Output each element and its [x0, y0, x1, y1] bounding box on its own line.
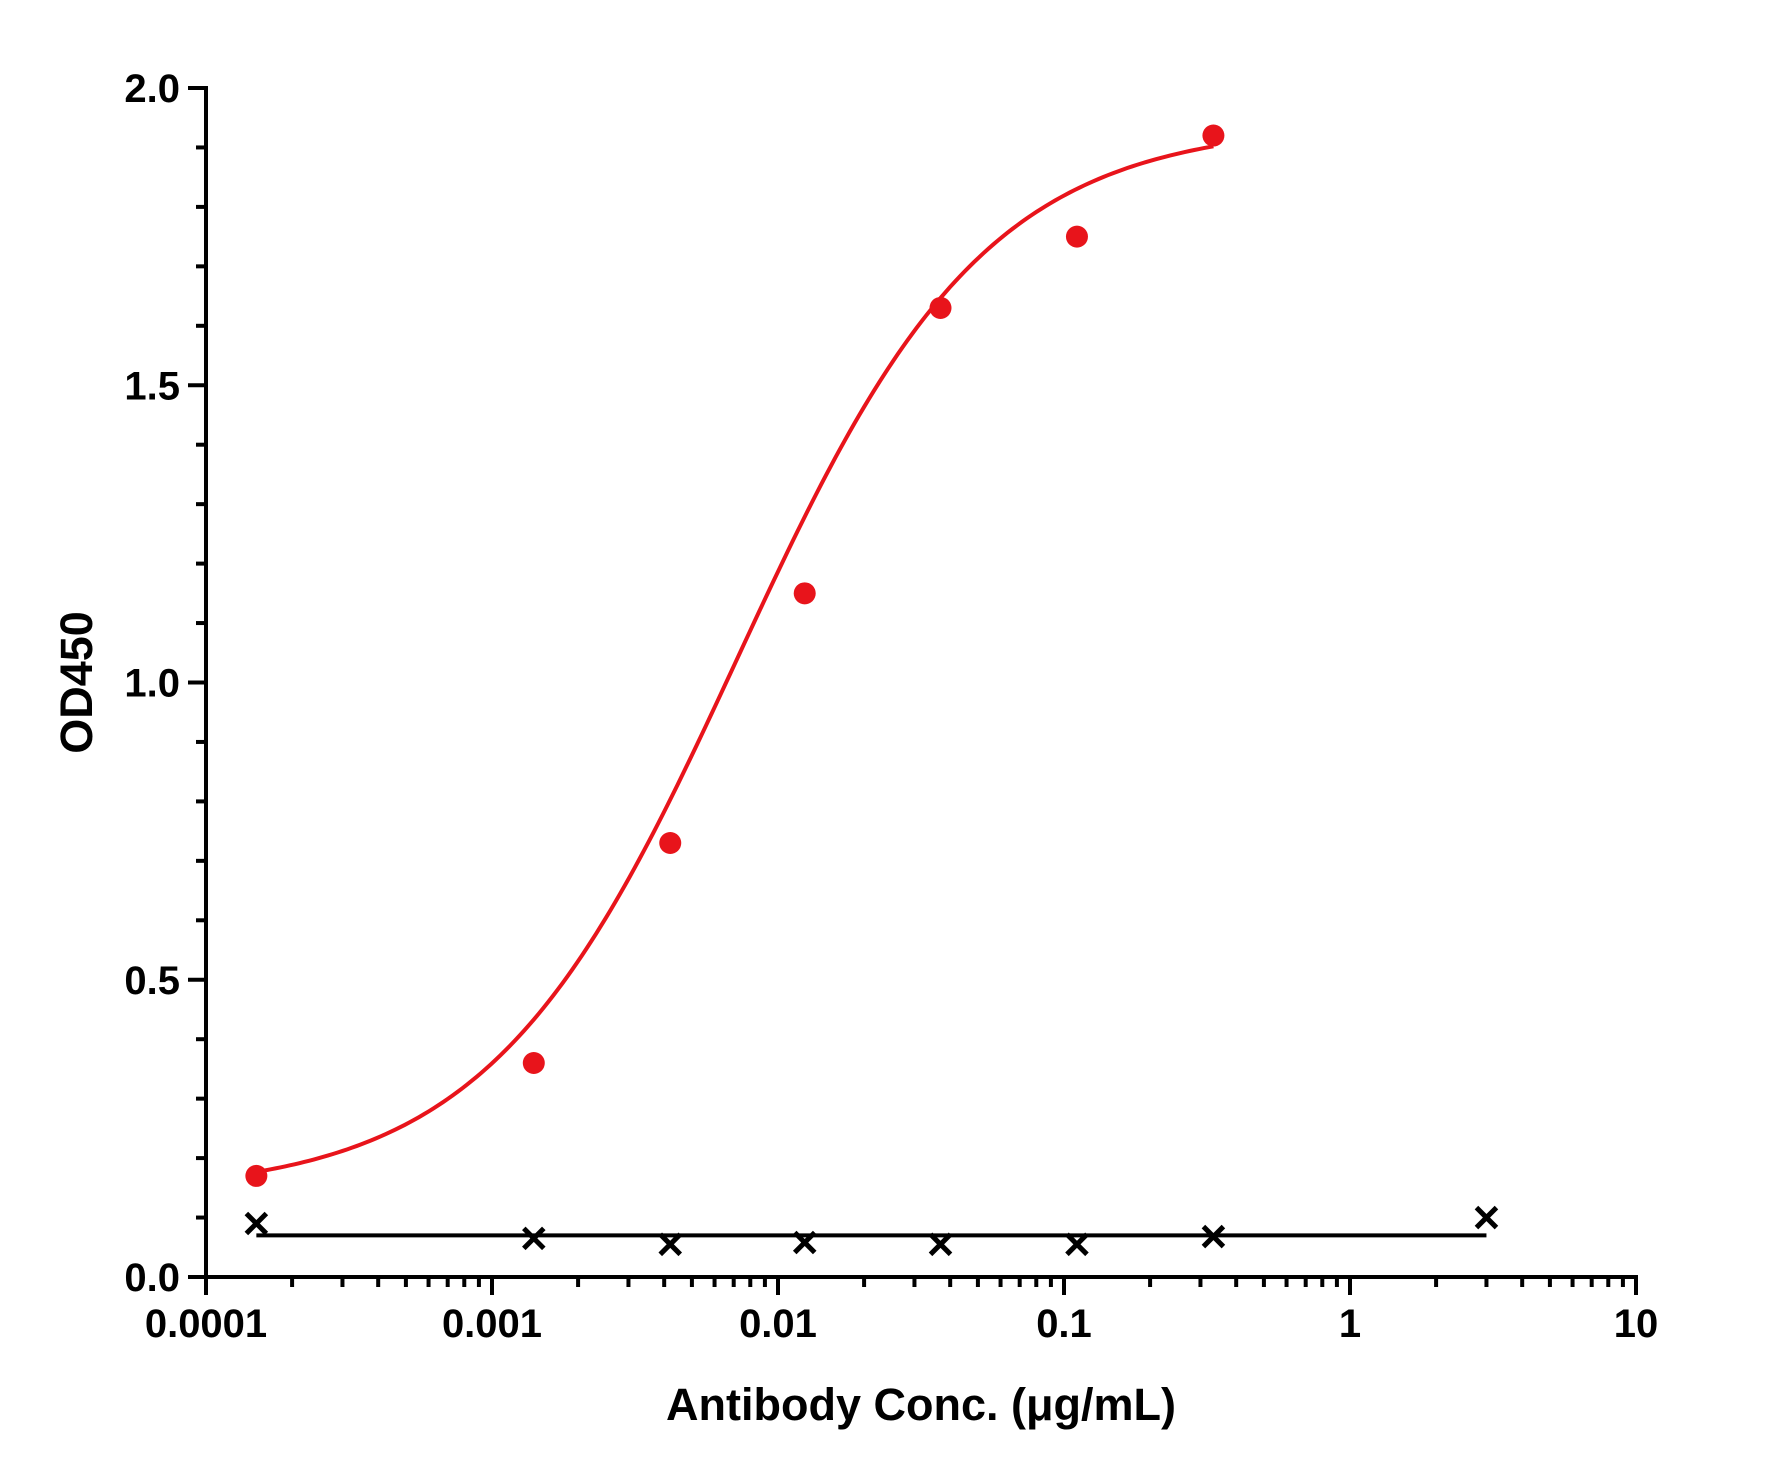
- data-point-stroke: [928, 1232, 953, 1257]
- data-point: [244, 1211, 269, 1236]
- data-point: [659, 832, 682, 855]
- x-tick-label: 0.01: [739, 1302, 817, 1346]
- y-tick-label: 0.5: [124, 959, 180, 1003]
- y-tick-label: 2.0: [124, 67, 180, 111]
- data-point: [522, 1226, 546, 1251]
- data-point: [1201, 1224, 1226, 1249]
- x-tick-label: 0.0001: [145, 1302, 267, 1346]
- data-point-stroke: [1201, 1224, 1226, 1249]
- data-point: [522, 1051, 545, 1074]
- data-point: [793, 582, 816, 605]
- y-axis-title: OD450: [51, 611, 102, 754]
- data-point-stroke: [658, 1232, 683, 1257]
- axes: [188, 86, 1638, 1295]
- data-point-stroke: [522, 1226, 546, 1251]
- data-point-stroke: [244, 1211, 269, 1236]
- data-point: [1202, 124, 1225, 147]
- x-tick-label: 0.1: [1036, 1302, 1092, 1346]
- data-point: [1065, 1232, 1089, 1257]
- data-point-stroke: [1065, 1232, 1089, 1257]
- y-tick-label: 1.0: [124, 662, 180, 706]
- fit-curve-series-1: [256, 144, 1214, 1174]
- x-tick-label: 10: [1614, 1302, 1659, 1346]
- plot-area: [244, 124, 1499, 1257]
- x-tick-label: 0.001: [442, 1302, 542, 1346]
- data-point: [1474, 1205, 1499, 1230]
- data-point-stroke: [792, 1230, 817, 1255]
- x-tick-label: 1: [1339, 1302, 1361, 1346]
- y-tick-label: 1.5: [124, 364, 180, 408]
- x-axis-title: Antibody Conc. (μg/mL): [666, 1379, 1176, 1430]
- y-tick-label: 0.0: [124, 1256, 180, 1300]
- data-point: [658, 1232, 683, 1257]
- tick-labels: 0.0 0.5 1.0 1.5 2.0 0.0001 0.001 0.01 0.1 1 10: [124, 67, 1658, 1346]
- data-point: [1065, 225, 1088, 248]
- data-point: [928, 1232, 953, 1257]
- data-point: [792, 1230, 817, 1255]
- data-point: [929, 296, 952, 319]
- data-point-stroke: [1474, 1205, 1499, 1230]
- data-point: [245, 1164, 268, 1187]
